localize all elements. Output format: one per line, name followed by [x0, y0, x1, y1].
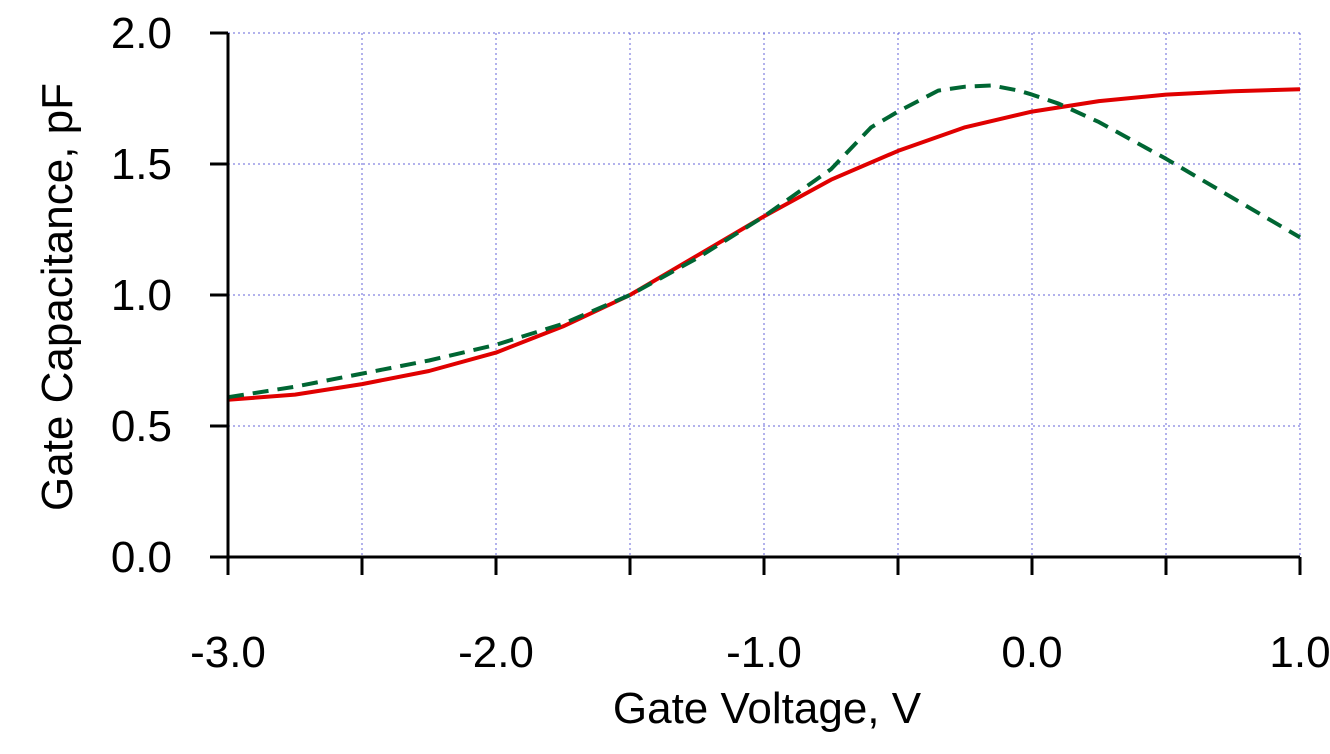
series-line-1 — [227, 87, 1301, 402]
x-axis-title: Gate Voltage, V — [613, 684, 922, 733]
ticks: -3.0 -2.0 -1.0 0.0 1.0 0.0 0.5 1.0 1.5 2.0 — [111, 9, 1330, 677]
data-series — [227, 83, 1302, 402]
x-tick-label: -2.0 — [458, 628, 534, 677]
grid-lines — [228, 32, 1301, 557]
y-tick-label: 2.0 — [111, 9, 172, 58]
x-tick-label: -1.0 — [726, 628, 802, 677]
y-tick-label: 0.5 — [111, 402, 172, 451]
series-line-2 — [227, 83, 1302, 400]
x-tick-label: 1.0 — [1269, 628, 1330, 677]
y-tick-label: 1.5 — [111, 140, 172, 189]
y-tick-label: 0.0 — [111, 533, 172, 582]
x-tick-label: -3.0 — [190, 628, 266, 677]
y-axis-title: Gate Capacitance, pF — [33, 83, 82, 511]
x-tick-label: 0.0 — [1001, 628, 1062, 677]
y-tick-label: 1.0 — [111, 271, 172, 320]
